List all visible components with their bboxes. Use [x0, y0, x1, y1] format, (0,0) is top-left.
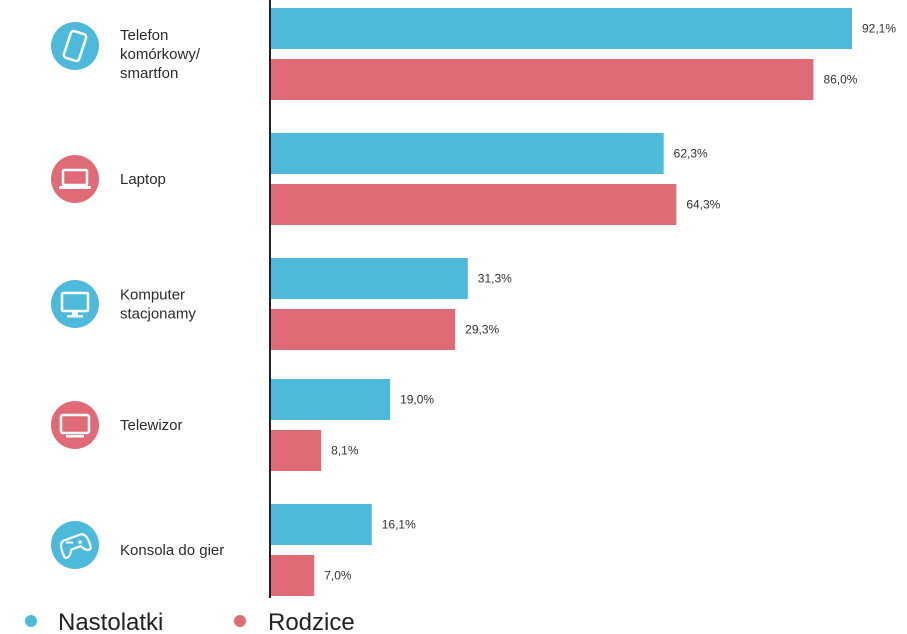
legend-label-rodzice: Rodzice: [268, 609, 355, 634]
value-label-rodzice-3: 8,1%: [331, 444, 359, 458]
bar-nastolatki-4: [270, 504, 372, 545]
value-label-nastolatki-3: 19,0%: [400, 393, 434, 407]
category-label-1: Laptop: [120, 171, 166, 188]
category-label-line: Telefon: [120, 27, 168, 44]
bars: [270, 8, 852, 596]
value-label-nastolatki-4: 16,1%: [382, 518, 416, 532]
bar-rodzice-3: [270, 430, 322, 471]
bar-rodzice-1: [270, 184, 677, 225]
value-label-nastolatki-0: 92,1%: [862, 22, 896, 36]
category-label-0: Telefon komórkowy/smartfon: [120, 27, 201, 82]
legend: Nastolatki Rodzice: [25, 609, 355, 634]
bar-nastolatki-1: [270, 133, 664, 174]
bar-nastolatki-3: [270, 379, 391, 420]
desktop-computer-icon: [51, 280, 99, 328]
value-label-rodzice-0: 86,0%: [823, 73, 857, 87]
category-icons: [51, 22, 99, 569]
gamepad-icon: [51, 521, 99, 569]
category-label-line: Komputer: [120, 287, 185, 304]
bar-rodzice-2: [270, 309, 456, 350]
legend-marker-rodzice: [234, 615, 246, 627]
laptop-icon: [51, 155, 99, 203]
legend-marker-nastolatki: [25, 615, 37, 627]
category-label-3: Telewizor: [120, 417, 183, 434]
value-label-rodzice-1: 64,3%: [686, 198, 720, 212]
category-label-line: Konsola do gier: [120, 542, 224, 559]
legend-label-nastolatki: Nastolatki: [58, 609, 163, 634]
value-labels: 92,1% 86,0% 62,3% 64,3% 31,3% 29,3% 19,0% 8,1% 1…: [324, 22, 896, 583]
bar-rodzice-0: [270, 59, 814, 100]
value-label-nastolatki-1: 62,3%: [674, 147, 708, 161]
category-labels: Telefon komórkowy/smartfon Laptop Komputer s…: [120, 27, 224, 559]
value-label-rodzice-4: 7,0%: [324, 569, 352, 583]
bar-nastolatki-2: [270, 258, 468, 299]
category-label-4: Konsola do gier: [120, 542, 224, 559]
tv-icon: [51, 401, 99, 449]
category-label-line: Laptop: [120, 171, 166, 188]
category-label-line: smartfon: [120, 65, 178, 82]
bar-nastolatki-0: [270, 8, 852, 49]
category-label-2: Komputer stacjonamy: [120, 287, 196, 323]
category-label-line: komórkowy/: [120, 46, 201, 63]
category-label-line: Telewizor: [120, 417, 183, 434]
phone-icon: [51, 22, 99, 70]
value-label-rodzice-2: 29,3%: [465, 323, 499, 337]
bar-rodzice-4: [270, 555, 315, 596]
category-label-line: stacjonamy: [120, 306, 196, 323]
value-label-nastolatki-2: 31,3%: [478, 272, 512, 286]
